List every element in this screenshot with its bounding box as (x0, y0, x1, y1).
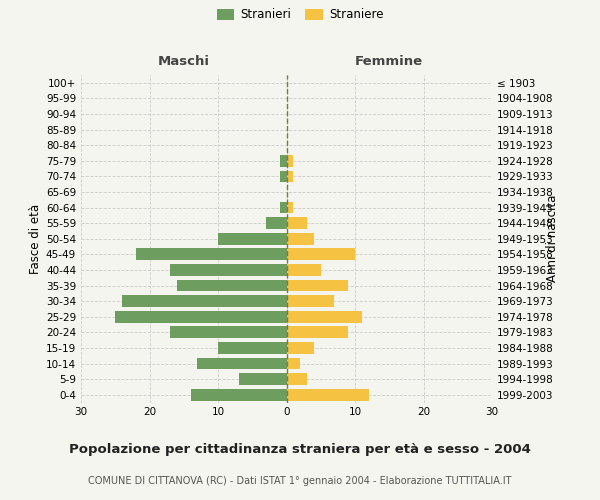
Bar (287, 389, 369, 400)
Text: Maschi: Maschi (158, 56, 210, 68)
Bar (287, 342, 314, 354)
Text: Popolazione per cittadinanza straniera per età e sesso - 2004: Popolazione per cittadinanza straniera p… (69, 442, 531, 456)
Bar (197, 358, 287, 370)
Bar (239, 374, 287, 385)
Bar (280, 155, 287, 166)
Bar (191, 389, 287, 400)
Bar (287, 311, 362, 322)
Bar (115, 311, 287, 322)
Bar (287, 218, 307, 229)
Bar (218, 233, 287, 244)
Bar (287, 326, 348, 338)
Bar (122, 296, 287, 307)
Bar (287, 170, 293, 182)
Bar (170, 264, 287, 276)
Bar (287, 248, 355, 260)
Bar (287, 233, 314, 244)
Text: COMUNE DI CITTANOVA (RC) - Dati ISTAT 1° gennaio 2004 - Elaborazione TUTTITALIA.: COMUNE DI CITTANOVA (RC) - Dati ISTAT 1°… (88, 476, 512, 486)
Legend: Stranieri, Straniere: Stranieri, Straniere (214, 6, 386, 24)
Bar (287, 202, 293, 213)
Text: Femmine: Femmine (355, 56, 424, 68)
Bar (266, 218, 287, 229)
Bar (287, 264, 321, 276)
Y-axis label: Anni di nascita: Anni di nascita (546, 195, 559, 282)
Bar (287, 374, 307, 385)
Bar (287, 296, 334, 307)
Bar (287, 358, 300, 370)
Bar (280, 202, 287, 213)
Bar (218, 342, 287, 354)
Bar (287, 280, 348, 291)
Bar (136, 248, 287, 260)
Bar (170, 326, 287, 338)
Bar (177, 280, 287, 291)
Bar (287, 155, 293, 166)
Y-axis label: Fasce di età: Fasce di età (29, 204, 42, 274)
Bar (280, 170, 287, 182)
